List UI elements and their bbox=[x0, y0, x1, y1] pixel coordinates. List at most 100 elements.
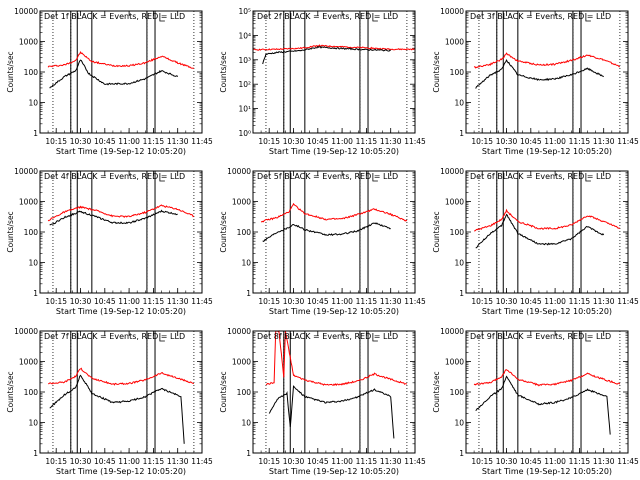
y-tick-label: 1 bbox=[459, 449, 464, 458]
x-axis-label: Start Time (19-Sep-12 10:05:20) bbox=[269, 467, 399, 476]
bracket-mark bbox=[585, 333, 591, 342]
x-tick-label: 10:15 bbox=[45, 457, 67, 466]
series-events-line bbox=[268, 385, 395, 439]
y-tick-label: 1 bbox=[459, 289, 464, 298]
x-tick-label: 10:15 bbox=[471, 457, 493, 466]
x-tick-label: 11:00 bbox=[118, 297, 140, 306]
x-axis-label: Start Time (19-Sep-12 10:05:20) bbox=[56, 307, 186, 316]
x-tick-label: 11:15 bbox=[569, 297, 591, 306]
x-tick-label: 11:15 bbox=[569, 137, 591, 146]
series-lld-line bbox=[265, 330, 408, 386]
x-axis-label: Start Time (19-Sep-12 10:05:20) bbox=[56, 467, 186, 476]
series-events-line bbox=[475, 375, 611, 435]
bracket-mark bbox=[372, 13, 378, 22]
x-tick-label: 10:15 bbox=[471, 137, 493, 146]
y-tick-label: 10 bbox=[241, 259, 251, 268]
bracket-mark bbox=[159, 13, 165, 22]
x-tick-label: 10:45 bbox=[94, 457, 116, 466]
y-tick-label: 1 bbox=[459, 129, 464, 138]
series-events-line bbox=[262, 45, 391, 65]
series-lld-line bbox=[473, 369, 621, 387]
chart-panel-5: 1 10 100 1000 10000 10:15 10:30 10:45 11:00 11:15… bbox=[219, 167, 426, 316]
y-tick-label: 10 bbox=[28, 419, 38, 428]
y-axis-label: Counts/sec bbox=[219, 211, 228, 252]
x-tick-label: 10:30 bbox=[283, 137, 305, 146]
y-axis-label: Counts/sec bbox=[432, 51, 441, 92]
y-tick-label: 10 bbox=[241, 419, 251, 428]
x-tick-label: 10:45 bbox=[307, 297, 329, 306]
y-tick-label: 1 bbox=[246, 449, 251, 458]
chart-panel-6: 1 10 100 1000 10000 10:15 10:30 10:45 11:00 11:15… bbox=[432, 167, 639, 316]
series-lld-line bbox=[473, 52, 620, 69]
chart-title: Det 4f BLACK = Events, RED = LLD bbox=[44, 172, 185, 181]
y-tick-label: 10 bbox=[454, 419, 464, 428]
y-tick-label: 1 bbox=[33, 449, 38, 458]
y-tick-label: 10² bbox=[238, 80, 251, 89]
bracket-mark bbox=[585, 173, 591, 182]
x-tick-label: 10:45 bbox=[520, 457, 542, 466]
series-events-line bbox=[49, 59, 179, 89]
chart-panel-4: 1 10 100 1000 10000 10:15 10:30 10:45 11:00 11:15… bbox=[6, 167, 213, 316]
y-tick-label: 10000 bbox=[14, 7, 38, 16]
series-events-line bbox=[49, 374, 185, 444]
x-tick-label: 11:15 bbox=[356, 137, 378, 146]
y-tick-label: 1000 bbox=[232, 358, 251, 367]
chart-panel-8: 1 10 100 1000 10000 10:15 10:30 10:45 11:00 11:15… bbox=[219, 327, 426, 476]
chart-title: Det 7f BLACK = Events, RED = LLD bbox=[44, 332, 185, 341]
x-tick-label: 10:15 bbox=[258, 297, 280, 306]
chart-title: Det 5f BLACK = Events, RED = LLD bbox=[257, 172, 398, 181]
x-tick-label: 10:15 bbox=[471, 297, 493, 306]
y-tick-label: 100 bbox=[24, 68, 39, 77]
x-tick-label: 11:00 bbox=[331, 297, 353, 306]
x-tick-label: 10:15 bbox=[45, 137, 67, 146]
x-tick-label: 10:15 bbox=[258, 137, 280, 146]
x-tick-label: 10:30 bbox=[70, 137, 92, 146]
x-tick-label: 11:30 bbox=[167, 457, 189, 466]
y-tick-label: 100 bbox=[237, 228, 252, 237]
chart-panel-1: 1 10 100 1000 10000 10:15 10:30 10:45 11:00 11:15… bbox=[6, 7, 213, 156]
y-tick-label: 10⁵ bbox=[238, 7, 251, 16]
y-tick-label: 1 bbox=[246, 289, 251, 298]
x-tick-label: 11:30 bbox=[167, 137, 189, 146]
y-tick-label: 100 bbox=[24, 388, 39, 397]
x-tick-label: 10:45 bbox=[307, 137, 329, 146]
y-tick-label: 1000 bbox=[445, 358, 464, 367]
x-axis-label: Start Time (19-Sep-12 10:05:20) bbox=[482, 147, 612, 156]
y-tick-label: 10 bbox=[28, 259, 38, 268]
y-tick-label: 10000 bbox=[227, 167, 251, 176]
x-tick-label: 11:15 bbox=[356, 457, 378, 466]
y-axis-label: Counts/sec bbox=[219, 51, 228, 92]
x-tick-label: 11:15 bbox=[143, 297, 165, 306]
chart-title: Det 9f BLACK = Events, RED = LLD bbox=[470, 332, 611, 341]
bracket-mark bbox=[159, 173, 165, 182]
x-tick-label: 10:30 bbox=[283, 457, 305, 466]
x-tick-label: 10:45 bbox=[520, 297, 542, 306]
y-axis-label: Counts/sec bbox=[432, 211, 441, 252]
y-tick-label: 10⁰ bbox=[238, 129, 251, 138]
x-tick-label: 11:00 bbox=[544, 457, 566, 466]
x-tick-label: 10:30 bbox=[496, 137, 518, 146]
bracket-mark bbox=[372, 173, 378, 182]
x-axis-label: Start Time (19-Sep-12 10:05:20) bbox=[482, 307, 612, 316]
series-events-line bbox=[475, 213, 605, 249]
y-tick-label: 100 bbox=[450, 228, 465, 237]
x-tick-label: 11:45 bbox=[617, 137, 639, 146]
y-tick-label: 10000 bbox=[14, 327, 38, 336]
series-events-line bbox=[262, 222, 391, 243]
x-tick-label: 11:30 bbox=[593, 457, 615, 466]
x-tick-label: 11:45 bbox=[191, 137, 213, 146]
x-tick-label: 10:45 bbox=[94, 137, 116, 146]
x-tick-label: 11:45 bbox=[404, 457, 426, 466]
x-tick-label: 11:30 bbox=[593, 137, 615, 146]
y-axis-label: Counts/sec bbox=[6, 371, 15, 412]
x-tick-label: 10:30 bbox=[496, 297, 518, 306]
x-tick-label: 11:30 bbox=[380, 297, 402, 306]
x-tick-label: 10:30 bbox=[496, 457, 518, 466]
y-tick-label: 100 bbox=[450, 68, 465, 77]
y-tick-label: 10000 bbox=[440, 7, 464, 16]
x-tick-label: 11:15 bbox=[569, 457, 591, 466]
x-axis-label: Start Time (19-Sep-12 10:05:20) bbox=[269, 307, 399, 316]
